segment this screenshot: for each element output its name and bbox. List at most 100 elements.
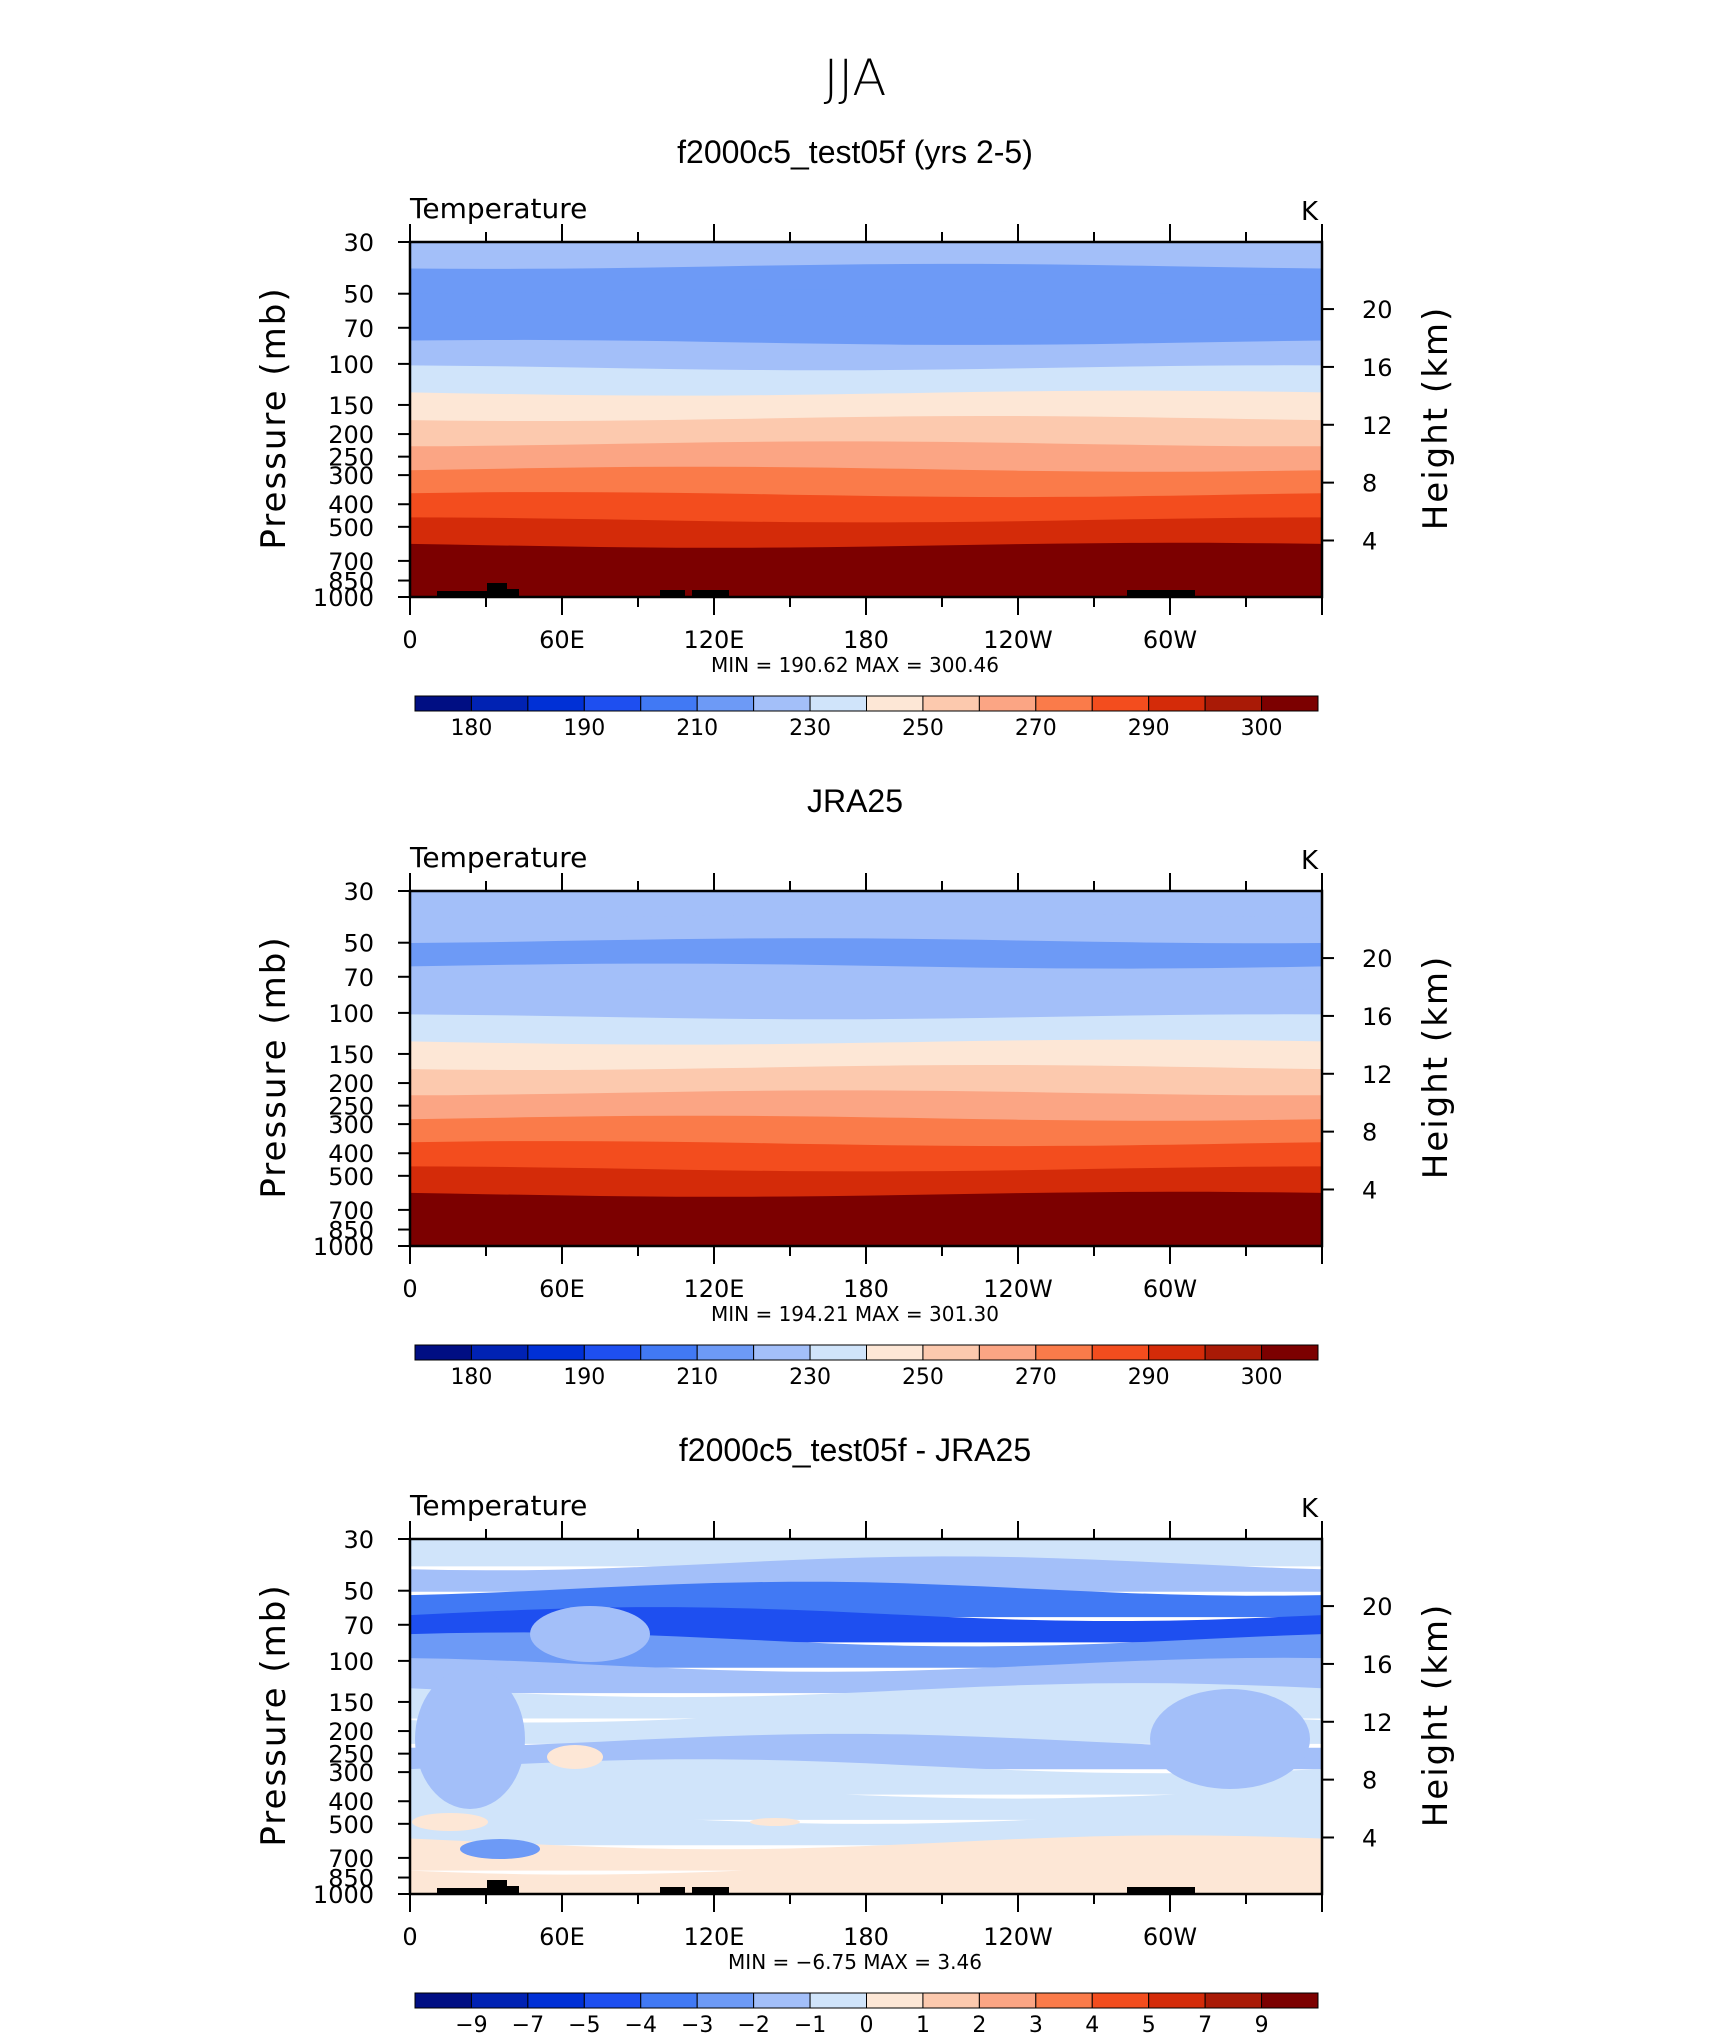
contour-band xyxy=(410,517,1322,549)
min-max-stats: MIN = 190.62 MAX = 300.46 xyxy=(711,653,999,677)
colorbar-tick-label: 250 xyxy=(902,1365,944,1390)
x-tick-label: 0 xyxy=(402,626,417,654)
colorbar-swatch xyxy=(1148,695,1206,712)
colorbar-swatch xyxy=(640,1992,698,2009)
colorbar-swatch xyxy=(978,695,1037,712)
colorbar-tick-label: 4 xyxy=(1085,2013,1099,2038)
y2-tick-label: 4 xyxy=(1362,1824,1377,1852)
y2-tick-label: 12 xyxy=(1362,412,1393,440)
x-tick-label: 180 xyxy=(843,1923,889,1951)
contour-band xyxy=(410,416,1322,447)
colorbar-swatch xyxy=(809,1344,867,1361)
colorbar-tick-label: −4 xyxy=(625,2013,657,2038)
colorbar-swatch xyxy=(753,1992,811,2009)
contour-band xyxy=(410,339,1322,371)
colorbar-tick-label: 5 xyxy=(1142,2013,1156,2038)
units-label: K xyxy=(1301,846,1319,876)
colorbar-swatch xyxy=(470,1992,529,2009)
colorbar-swatch xyxy=(696,1992,755,2009)
y2-tick-label: 12 xyxy=(1362,1709,1393,1737)
colorbar-swatch xyxy=(1204,1992,1263,2009)
y2-tick-label: 16 xyxy=(1362,354,1393,382)
colorbar-swatch xyxy=(753,695,811,712)
y2-axis-label: Height (km) xyxy=(1416,955,1456,1180)
colorbar-tick-label: −1 xyxy=(794,2013,826,2038)
y2-tick-label: 20 xyxy=(1362,1593,1393,1621)
contour-band xyxy=(410,1166,1322,1198)
panel-2: JRA25 Temperature K 0 60E 120E 180 120W 60W 30 50 7… xyxy=(254,783,1456,1390)
y-tick-label: 100 xyxy=(328,1000,374,1028)
y-tick-label: 1000 xyxy=(313,1881,374,1909)
y-tick-label: 500 xyxy=(328,1811,374,1839)
contour-band xyxy=(410,1708,1322,1744)
x-tick-label: 120E xyxy=(684,626,745,654)
colorbar-tick-label: 300 xyxy=(1241,716,1283,741)
colorbar: −9 −7 −5 −4 −3 −2 −1 0 1 2 3 4 5 7 9 xyxy=(414,1992,1319,2038)
x-tick-label: 120W xyxy=(983,1275,1053,1303)
colorbar-swatch xyxy=(1035,695,1093,712)
y-tick-label: 100 xyxy=(328,1648,374,1676)
x-tick-label: 120E xyxy=(684,1923,745,1951)
contour-patch xyxy=(560,1874,1160,1894)
colorbar-swatch xyxy=(1091,1992,1150,2009)
topography-block xyxy=(692,590,729,597)
y2-tick-label: 20 xyxy=(1362,945,1393,973)
contour-band xyxy=(410,1217,1322,1246)
colorbar-swatch xyxy=(1148,1992,1206,2009)
y-tick-label: 400 xyxy=(328,491,374,519)
y-tick-label: 300 xyxy=(328,1759,374,1787)
panel-title: f2000c5_test05f - JRA25 xyxy=(679,1432,1031,1468)
topography-block xyxy=(660,590,685,597)
min-max-stats: MIN = 194.21 MAX = 301.30 xyxy=(711,1302,999,1326)
y-tick-label: 50 xyxy=(343,930,374,958)
y-axis-label: Pressure (mb) xyxy=(254,286,294,549)
y2-axis-label: Height (km) xyxy=(1416,1603,1456,1828)
y-tick-label: 700 xyxy=(328,1197,374,1225)
y2-axis-label: Height (km) xyxy=(1416,306,1456,531)
y-tick-label: 50 xyxy=(343,281,374,309)
y-tick-label: 1000 xyxy=(313,1233,374,1261)
units-label: K xyxy=(1301,197,1319,227)
colorbar-tick-label: 190 xyxy=(563,716,605,741)
y-tick-label: 500 xyxy=(328,1163,374,1191)
x-tick-label: 180 xyxy=(843,626,889,654)
colorbar-tick-label: 290 xyxy=(1128,1365,1170,1390)
x-tick-label: 60W xyxy=(1143,1923,1197,1951)
y-tick-label: 1000 xyxy=(313,584,374,612)
contour-band xyxy=(410,390,1322,422)
colorbar-swatch xyxy=(866,695,924,712)
y-tick-label: 30 xyxy=(343,1526,374,1554)
y2-tick-label: 12 xyxy=(1362,1061,1393,1089)
contour-band xyxy=(410,1141,1322,1172)
colorbar-tick-label: −9 xyxy=(455,2013,487,2038)
colorbar-swatch xyxy=(640,695,698,712)
colorbar-swatch xyxy=(696,1344,755,1361)
y-tick-label: 70 xyxy=(343,1612,374,1640)
colorbar-swatch xyxy=(1035,1344,1093,1361)
contour-band xyxy=(410,1115,1322,1147)
colorbar-tick-label: 180 xyxy=(450,1365,492,1390)
contour-patch xyxy=(412,1813,488,1831)
topography-block xyxy=(1127,1887,1195,1894)
field-label: Temperature xyxy=(409,192,587,225)
y-tick-label: 200 xyxy=(328,421,374,449)
contour-band xyxy=(410,1039,1322,1071)
colorbar-tick-label: 9 xyxy=(1255,2013,1269,2038)
colorbar-swatch xyxy=(1204,695,1263,712)
colorbar-tick-label: 1 xyxy=(916,2013,930,2038)
y-tick-label: 250 xyxy=(328,1093,374,1121)
colorbar-swatch xyxy=(978,1344,1037,1361)
y-tick-label: 400 xyxy=(328,1140,374,1168)
colorbar-swatch xyxy=(809,1992,867,2009)
x-tick-label: 60E xyxy=(539,1275,585,1303)
field-label: Temperature xyxy=(409,1489,587,1522)
contour-patch xyxy=(547,1745,603,1769)
contour-band xyxy=(410,1539,1322,1567)
contour-band xyxy=(410,242,1322,270)
contour-patch xyxy=(415,1669,525,1809)
units-label: K xyxy=(1301,1494,1319,1524)
colorbar-swatch xyxy=(1261,1344,1319,1361)
x-tick-label: 60E xyxy=(539,1923,585,1951)
colorbar-tick-label: 180 xyxy=(450,716,492,741)
panel-title: JRA25 xyxy=(807,783,903,819)
